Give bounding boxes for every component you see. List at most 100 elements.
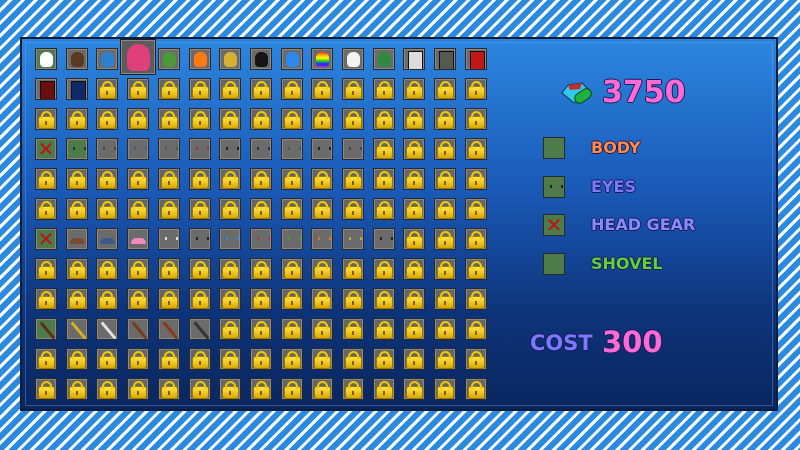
item-slot[interactable] [372, 228, 395, 250]
item-slot[interactable] [35, 318, 57, 340]
locked-item-slot[interactable] [35, 288, 57, 310]
locked-item-slot[interactable] [219, 378, 242, 400]
locked-item-slot[interactable] [127, 288, 150, 310]
locked-item-slot[interactable] [35, 108, 57, 130]
locked-item-slot[interactable] [403, 138, 426, 160]
locked-item-slot[interactable] [219, 198, 242, 220]
locked-item-slot[interactable] [157, 348, 180, 370]
locked-item-slot[interactable] [464, 228, 487, 250]
locked-item-slot[interactable] [403, 78, 426, 100]
item-slot[interactable] [188, 48, 211, 70]
locked-item-slot[interactable] [219, 108, 242, 130]
locked-item-slot[interactable] [280, 78, 303, 100]
item-slot[interactable] [280, 48, 303, 70]
locked-item-slot[interactable] [311, 288, 334, 310]
item-slot[interactable] [434, 48, 457, 70]
item-slot[interactable] [157, 138, 180, 160]
locked-item-slot[interactable] [280, 378, 303, 400]
item-slot[interactable] [127, 318, 150, 340]
locked-item-slot[interactable] [342, 348, 364, 370]
locked-item-slot[interactable] [464, 78, 487, 100]
item-slot[interactable] [35, 48, 57, 70]
locked-item-slot[interactable] [249, 108, 272, 130]
locked-item-slot[interactable] [403, 228, 426, 250]
category-label-shovel[interactable]: SHOVEL [591, 253, 663, 273]
locked-item-slot[interactable] [311, 378, 334, 400]
item-slot[interactable] [65, 78, 88, 100]
locked-item-slot[interactable] [249, 378, 272, 400]
item-slot[interactable] [188, 138, 211, 160]
locked-item-slot[interactable] [403, 168, 426, 190]
locked-item-slot[interactable] [280, 198, 303, 220]
item-slot[interactable] [464, 48, 487, 70]
item-slot[interactable] [280, 138, 303, 160]
locked-item-slot[interactable] [127, 378, 150, 400]
item-slot[interactable] [96, 318, 119, 340]
locked-item-slot[interactable] [311, 198, 334, 220]
item-slot[interactable] [342, 228, 364, 250]
category-shovel-preview[interactable] [543, 252, 565, 275]
item-slot[interactable] [157, 48, 180, 70]
item-slot[interactable] [219, 138, 242, 160]
locked-item-slot[interactable] [403, 318, 426, 340]
locked-item-slot[interactable] [219, 288, 242, 310]
locked-item-slot[interactable] [403, 198, 426, 220]
locked-item-slot[interactable] [96, 378, 119, 400]
item-slot[interactable] [35, 78, 57, 100]
locked-item-slot[interactable] [96, 348, 119, 370]
locked-item-slot[interactable] [434, 348, 457, 370]
category-eyes-preview[interactable] [543, 175, 565, 198]
locked-item-slot[interactable] [311, 258, 334, 280]
item-slot[interactable] [249, 48, 272, 70]
locked-item-slot[interactable] [434, 168, 457, 190]
locked-item-slot[interactable] [35, 348, 57, 370]
locked-item-slot[interactable] [188, 168, 211, 190]
locked-item-slot[interactable] [464, 258, 487, 280]
item-slot[interactable] [120, 39, 157, 75]
locked-item-slot[interactable] [127, 198, 150, 220]
locked-item-slot[interactable] [65, 198, 88, 220]
locked-item-slot[interactable] [35, 168, 57, 190]
locked-item-slot[interactable] [342, 168, 364, 190]
item-slot[interactable] [403, 48, 426, 70]
item-slot[interactable] [249, 228, 272, 250]
category-body-preview[interactable] [543, 137, 565, 159]
locked-item-slot[interactable] [464, 168, 487, 190]
item-slot[interactable] [65, 318, 88, 340]
item-slot[interactable] [188, 228, 211, 250]
item-slot[interactable] [311, 228, 334, 250]
locked-item-slot[interactable] [464, 108, 487, 130]
locked-item-slot[interactable] [311, 78, 334, 100]
item-slot[interactable] [65, 138, 88, 160]
locked-item-slot[interactable] [249, 288, 272, 310]
locked-item-slot[interactable] [127, 108, 150, 130]
item-slot[interactable]: ✕ [35, 138, 57, 160]
item-slot[interactable] [311, 138, 334, 160]
item-slot[interactable] [157, 228, 180, 250]
locked-item-slot[interactable] [249, 258, 272, 280]
locked-item-slot[interactable] [372, 348, 395, 370]
locked-item-slot[interactable] [372, 78, 395, 100]
locked-item-slot[interactable] [342, 108, 364, 130]
locked-item-slot[interactable] [372, 138, 395, 160]
locked-item-slot[interactable] [372, 288, 395, 310]
locked-item-slot[interactable] [96, 288, 119, 310]
item-slot[interactable] [65, 48, 88, 70]
locked-item-slot[interactable] [464, 378, 487, 400]
locked-item-slot[interactable] [434, 378, 457, 400]
locked-item-slot[interactable] [342, 318, 364, 340]
locked-item-slot[interactable] [157, 108, 180, 130]
locked-item-slot[interactable] [249, 348, 272, 370]
locked-item-slot[interactable] [127, 78, 150, 100]
item-slot[interactable] [249, 138, 272, 160]
locked-item-slot[interactable] [249, 78, 272, 100]
locked-item-slot[interactable] [127, 258, 150, 280]
locked-item-slot[interactable] [434, 318, 457, 340]
locked-item-slot[interactable] [157, 198, 180, 220]
locked-item-slot[interactable] [372, 198, 395, 220]
locked-item-slot[interactable] [249, 318, 272, 340]
item-slot[interactable] [219, 228, 242, 250]
locked-item-slot[interactable] [96, 168, 119, 190]
locked-item-slot[interactable] [219, 78, 242, 100]
locked-item-slot[interactable] [311, 108, 334, 130]
